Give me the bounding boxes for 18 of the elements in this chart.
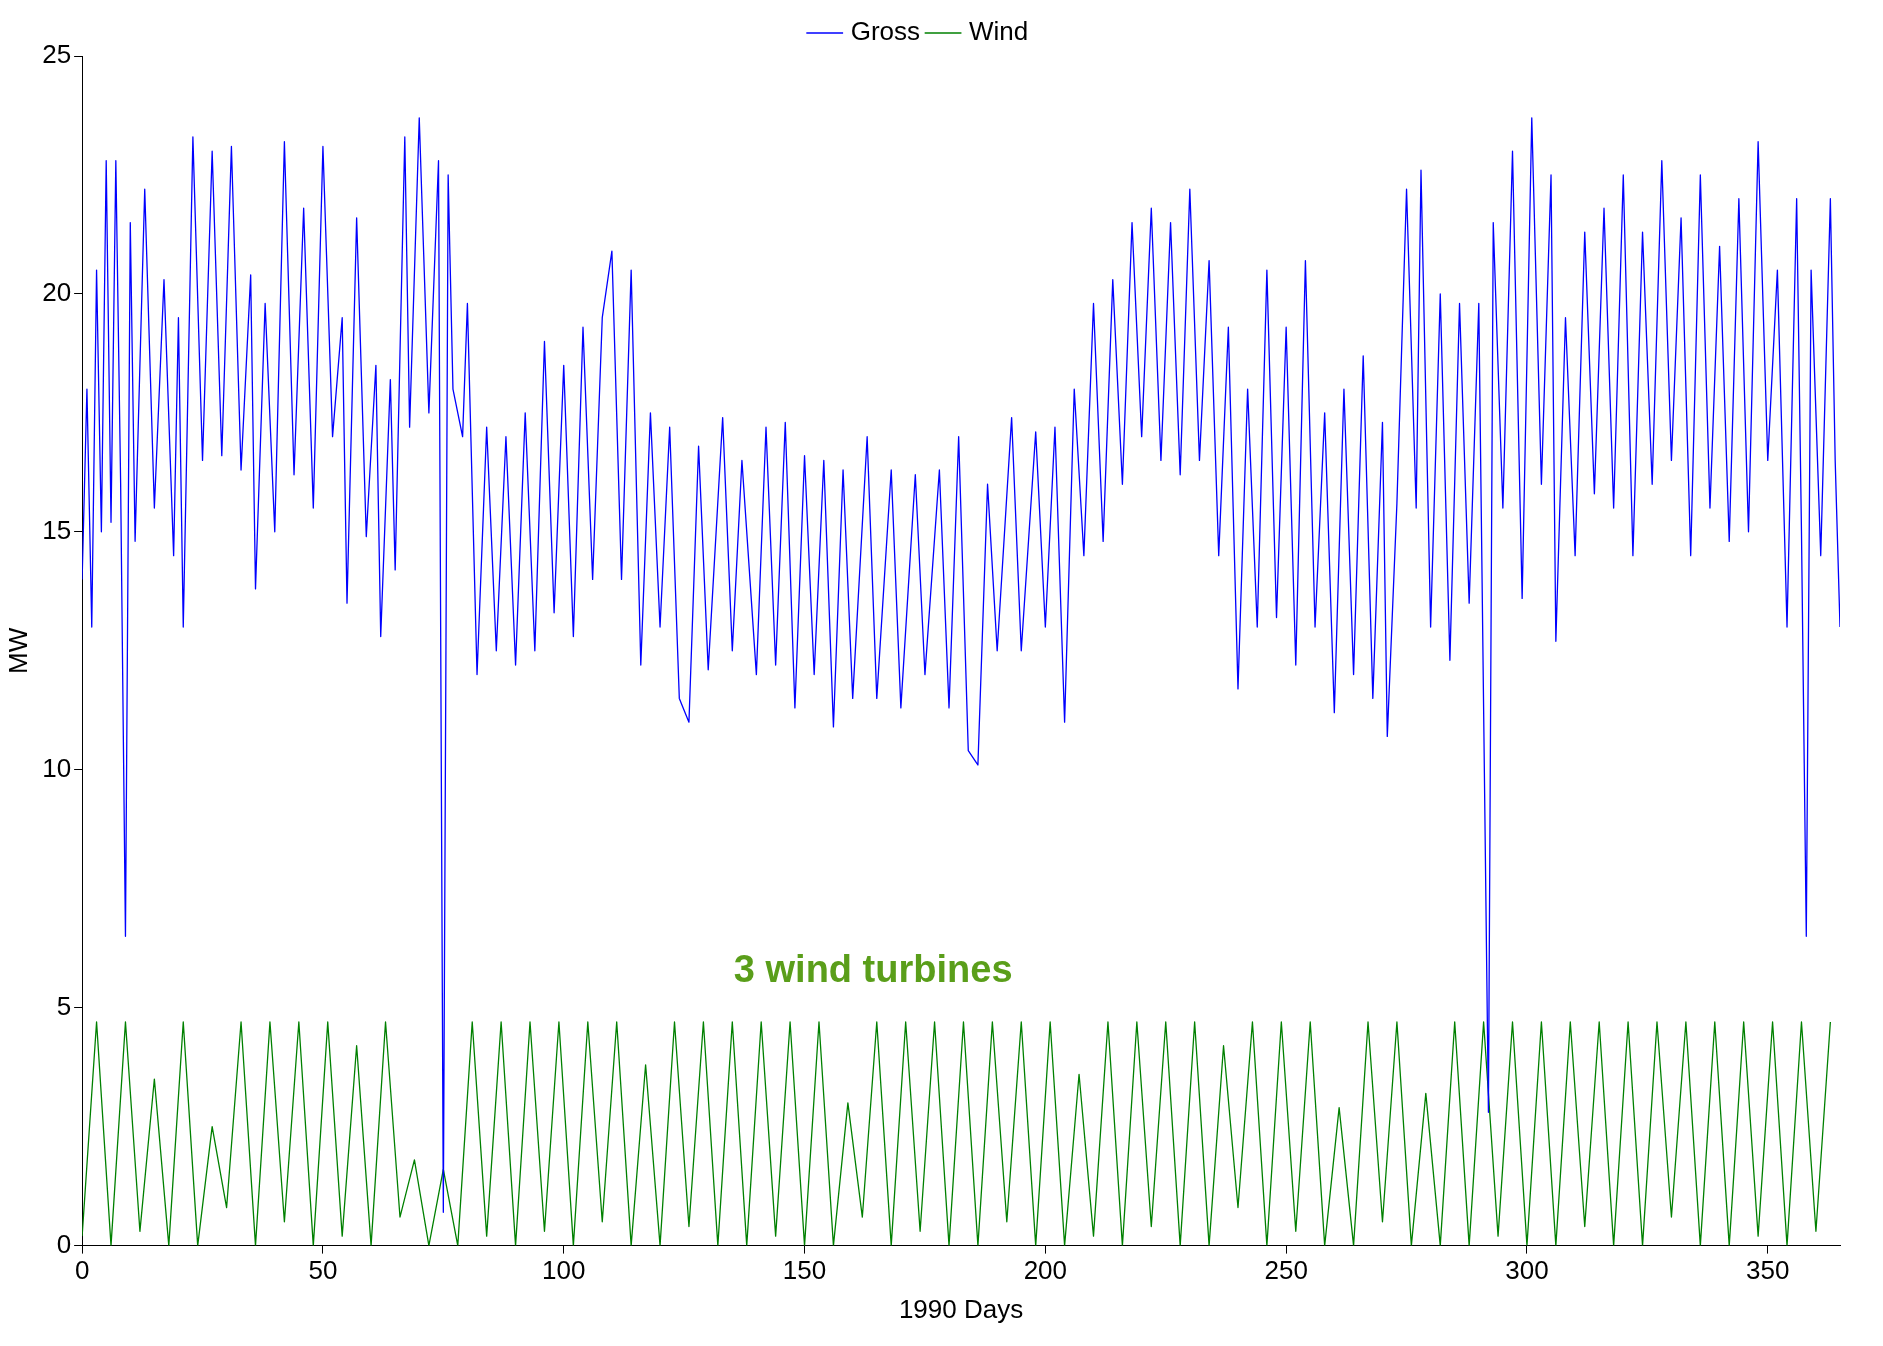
- x-tick-label: 350: [1746, 1255, 1790, 1286]
- x-tick-label: 300: [1505, 1255, 1549, 1286]
- y-tick-label: 5: [56, 990, 72, 1021]
- y-tick-label: 0: [56, 1228, 72, 1259]
- legend-label: Wind: [969, 16, 1029, 47]
- x-axis-title: 1990 Days: [898, 1293, 1024, 1324]
- y-tick-label: 25: [42, 39, 72, 70]
- y-tick-label: 15: [42, 515, 72, 546]
- x-tick-label: 100: [542, 1255, 586, 1286]
- x-tick-label: 150: [782, 1255, 827, 1286]
- y-tick-label: 10: [42, 752, 72, 783]
- x-tick-label: 250: [1264, 1255, 1308, 1286]
- y-axis-title: MW: [2, 627, 33, 674]
- y-tick-label: 20: [42, 277, 72, 308]
- x-tick-label: 50: [308, 1255, 338, 1286]
- annotation: 3 wind turbines: [733, 948, 1013, 991]
- legend-label: Gross: [850, 16, 921, 47]
- x-tick-label: 200: [1023, 1255, 1068, 1286]
